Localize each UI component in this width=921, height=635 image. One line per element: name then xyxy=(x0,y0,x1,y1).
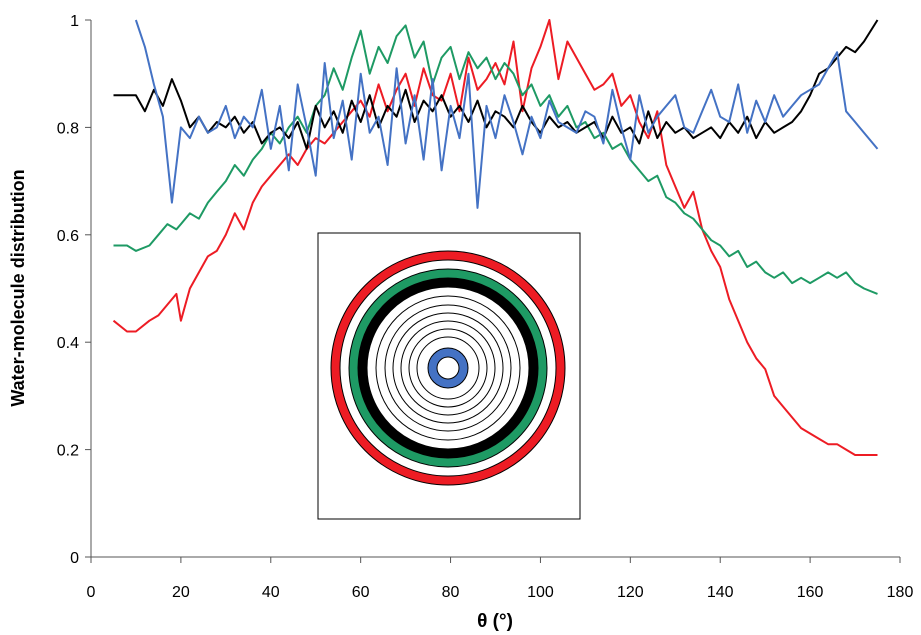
y-tick-label: 0.6 xyxy=(57,228,79,245)
y-tick-label: 1 xyxy=(70,13,79,30)
x-tick-label: 180 xyxy=(887,584,914,601)
x-tick-label: 140 xyxy=(707,584,734,601)
x-tick-label: 60 xyxy=(352,584,370,601)
y-axis-title: Water-molecule distribution xyxy=(8,169,28,406)
x-tick-label: 20 xyxy=(172,584,190,601)
axes xyxy=(90,20,900,558)
x-ticks: 0 20 40 60 80 100 120 140 160 180 xyxy=(87,557,914,601)
inset-ring-thin xyxy=(384,304,512,432)
x-tick-label: 120 xyxy=(617,584,644,601)
y-tick-label: 0.8 xyxy=(57,120,79,137)
x-tick-label: 100 xyxy=(527,584,554,601)
inset-ring-thin xyxy=(408,328,488,408)
x-axis-title: θ (°) xyxy=(477,611,513,632)
inset-ring-thin xyxy=(375,295,521,441)
y-tick-label: 0.2 xyxy=(57,443,79,460)
x-tick-label: 40 xyxy=(262,584,280,601)
plot-lines xyxy=(112,19,879,456)
inset-diagram xyxy=(317,232,581,520)
y-tick-label: 0 xyxy=(70,550,79,567)
series-line-2 xyxy=(113,24,878,295)
y-tick-label: 0.4 xyxy=(57,335,79,352)
inset-rings xyxy=(330,250,566,486)
inset-ring-center xyxy=(436,356,460,380)
x-tick-label: 0 xyxy=(87,584,96,601)
inset-ring-thin xyxy=(400,320,496,416)
inset-ring-thin xyxy=(392,312,504,424)
series-line-4 xyxy=(134,19,879,209)
y-ticks: 0 0.2 0.4 0.6 0.8 1 xyxy=(57,13,91,567)
series-line-1 xyxy=(112,19,878,456)
x-tick-label: 160 xyxy=(797,584,824,601)
x-tick-label: 80 xyxy=(442,584,460,601)
series-line-3 xyxy=(113,19,879,150)
inset-ring-thin xyxy=(416,336,480,400)
